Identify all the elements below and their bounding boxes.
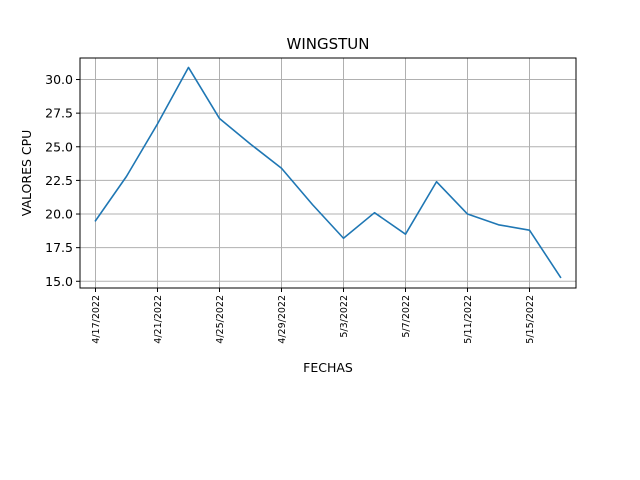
- x-tick-label: 4/21/2022: [153, 295, 164, 344]
- x-tick-label: 5/3/2022: [339, 295, 350, 338]
- x-tick-label: 4/25/2022: [215, 295, 226, 344]
- grid: [80, 58, 576, 288]
- x-tick-label: 5/11/2022: [463, 295, 474, 344]
- chart-title: WINGSTUN: [287, 35, 370, 53]
- y-tick-label: 27.5: [45, 106, 73, 121]
- y-axis-label: VALORES CPU: [19, 130, 34, 217]
- x-axis-label: FECHAS: [303, 360, 353, 375]
- y-tick-label: 17.5: [45, 240, 73, 255]
- axes-frame: [79, 57, 577, 289]
- y-tick-label: 30.0: [45, 72, 73, 87]
- x-tick-label: 5/7/2022: [401, 295, 412, 338]
- x-tick-label: 4/17/2022: [91, 295, 102, 344]
- x-axis: 4/17/2022 4/21/2022 4/25/2022 4/29/2022 5/3/…: [91, 288, 536, 344]
- series-line: [94, 66, 562, 279]
- plot-area: [94, 66, 562, 279]
- y-axis: 15.0 17.5 20.0 22.5 25.0 27.5 30.0: [45, 72, 80, 289]
- y-tick-label: 15.0: [45, 274, 73, 289]
- y-tick-label: 22.5: [45, 173, 73, 188]
- x-tick-label: 4/29/2022: [277, 295, 288, 344]
- y-tick-label: 20.0: [45, 207, 73, 222]
- x-tick-label: 5/15/2022: [525, 295, 536, 344]
- y-tick-label: 25.0: [45, 139, 73, 154]
